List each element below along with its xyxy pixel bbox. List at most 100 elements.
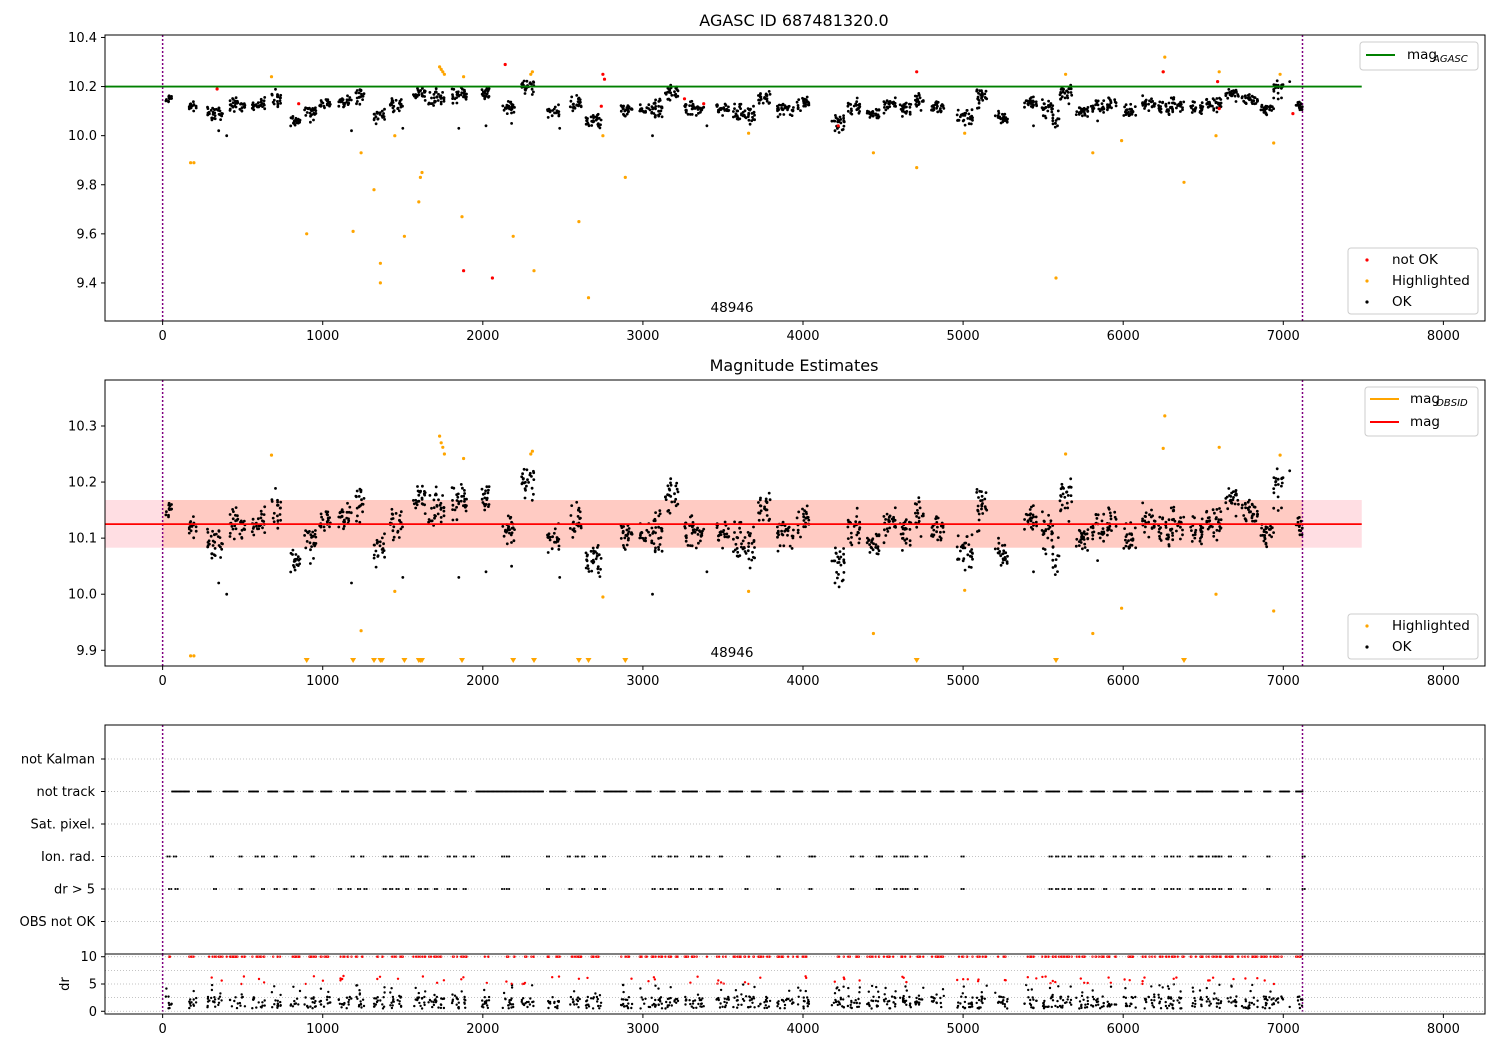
flag-point (1266, 888, 1269, 890)
ok-point (232, 110, 236, 113)
ok-point (669, 481, 672, 485)
dr-point (451, 993, 454, 996)
flag-point (528, 790, 530, 793)
flag-point (1067, 790, 1070, 793)
flag-point (795, 790, 797, 793)
dr-point (676, 997, 679, 1001)
flag-point (208, 790, 211, 793)
ok-point (433, 516, 436, 520)
ok-point (1240, 506, 1244, 510)
ok-point (1219, 98, 1223, 101)
dr-point (653, 978, 657, 981)
ok-point (455, 518, 459, 522)
flag-point (1250, 790, 1253, 793)
flag-point (306, 790, 309, 793)
flag-point (421, 790, 424, 793)
ok-point (670, 93, 674, 97)
ok-point (776, 549, 780, 553)
ok-point (626, 532, 630, 536)
ok-point (1074, 544, 1078, 548)
dr-point (532, 955, 535, 958)
ok-point (228, 535, 232, 538)
flag-point (905, 790, 907, 793)
flag-point (698, 888, 700, 890)
ok-point (309, 548, 312, 552)
flag-point (1116, 790, 1119, 793)
legend-box (1347, 247, 1479, 315)
flag-point (604, 790, 607, 793)
flag-point (176, 790, 179, 793)
ok-point (480, 88, 484, 91)
flag-point (1195, 790, 1198, 793)
ok-point (901, 107, 905, 111)
ok-point (893, 525, 896, 529)
ok-point (339, 510, 342, 514)
flag-point (1266, 855, 1269, 858)
flag-point (1122, 790, 1125, 793)
flag-point (476, 790, 479, 793)
ok-point (167, 513, 170, 517)
flag-point (539, 790, 542, 793)
dr-point (768, 999, 772, 1003)
ok-point (398, 514, 402, 517)
legend-label-not-ok: not OK (1392, 252, 1439, 268)
flag-point (261, 855, 263, 858)
ok-point (659, 536, 663, 540)
flag-point (1244, 790, 1246, 793)
dr-point (455, 1003, 458, 1006)
ok-point (571, 536, 575, 539)
ok-point (432, 104, 435, 107)
dr-point (738, 955, 741, 958)
ok-point (590, 124, 594, 127)
ok-point (1097, 107, 1101, 111)
flag-point (497, 790, 500, 793)
flag-point (398, 790, 400, 793)
ok-point (262, 102, 266, 106)
ok-point (939, 524, 943, 528)
flag-point (396, 790, 399, 793)
flag-point (772, 790, 775, 793)
ok-point (1151, 514, 1154, 518)
dr-point (747, 982, 750, 986)
flag-point (863, 790, 866, 793)
ok-point (480, 92, 484, 96)
flag-point (1242, 888, 1245, 890)
flag-point (1189, 855, 1192, 858)
x-tick-label: 7000 (1267, 329, 1300, 344)
dr-point (669, 986, 672, 989)
dr-point (381, 1003, 384, 1006)
ok-point (1067, 102, 1071, 106)
flag-point (1090, 790, 1093, 793)
flag-point (709, 790, 712, 793)
flag-point (811, 855, 814, 858)
ok-point (882, 111, 886, 115)
dr-point (645, 955, 648, 958)
ok-point (1211, 104, 1214, 108)
ok-point (1153, 102, 1157, 106)
ok-point (416, 485, 419, 488)
flag-point (1210, 790, 1212, 793)
ok-point (1053, 573, 1057, 576)
flag-point (1231, 790, 1234, 793)
flag-point (174, 888, 177, 890)
ok-point (875, 552, 879, 555)
dr-point (664, 1007, 667, 1010)
flag-point (357, 888, 359, 890)
dr-point (304, 982, 307, 986)
ok-point (309, 562, 312, 565)
ok-point (1141, 104, 1145, 107)
ok-point (1086, 528, 1090, 531)
ok-point (741, 114, 745, 118)
flag-point (289, 790, 292, 793)
ok-point (888, 519, 891, 523)
ok-point (230, 525, 234, 528)
flag-point (1011, 790, 1014, 793)
ok-point (833, 559, 837, 563)
ok-point (761, 518, 765, 522)
flag-point (487, 790, 489, 793)
not-ok-point (915, 70, 919, 74)
ok-point (1035, 104, 1038, 108)
flag-point (1201, 888, 1204, 890)
flag-point (416, 790, 419, 793)
ok-point (802, 515, 806, 519)
